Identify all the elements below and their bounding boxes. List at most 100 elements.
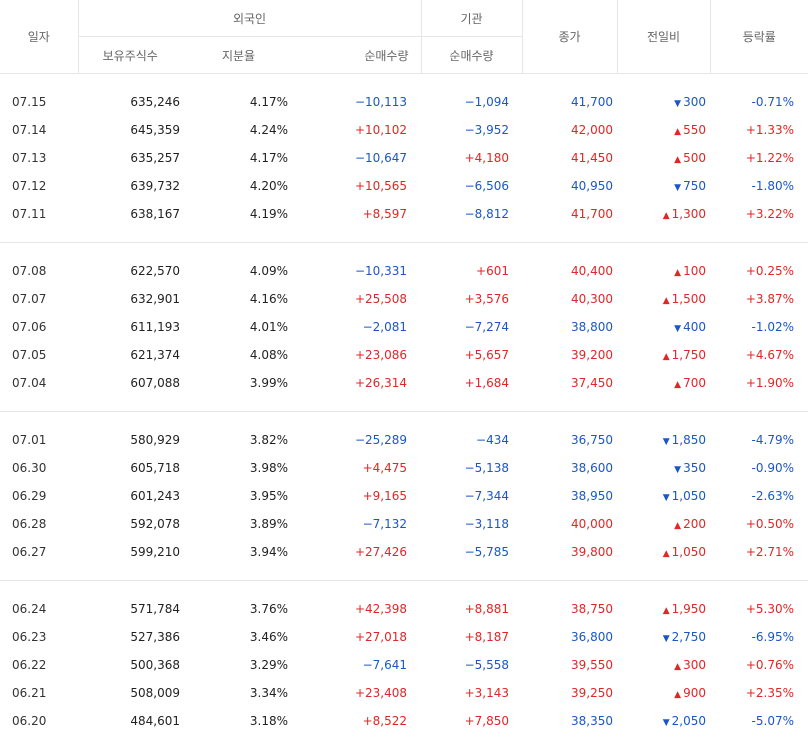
rate-cell: +2.71% — [745, 545, 794, 559]
group-spacer — [0, 228, 808, 243]
rate-cell: -1.02% — [751, 320, 794, 334]
ratio-cell: 3.98% — [249, 461, 288, 475]
holdings-cell: 639,732 — [130, 179, 180, 193]
group-spacer — [0, 397, 808, 412]
change-cell: ▼ 400 — [617, 313, 710, 341]
triangle-up-icon: ▲ — [662, 352, 670, 362]
close-cell: 41,700 — [571, 95, 613, 109]
change-cell: ▼ 1,850 — [617, 426, 710, 454]
table-row: 06.22 500,368 3.29% −7,641 −5,558 39,550 ▲ 300 +… — [0, 651, 808, 679]
triangle-down-icon: ▼ — [674, 99, 682, 109]
inst-net-cell: +4,180 — [464, 151, 509, 165]
close-cell: 41,700 — [571, 207, 613, 221]
table-row: 06.24 571,784 3.76% +42,398 +8,881 38,750 ▲ 1,9… — [0, 595, 808, 623]
change-value: 1,950 — [671, 602, 706, 616]
rate-cell: +1.22% — [745, 151, 794, 165]
change-cell: ▲ 100 — [617, 257, 710, 285]
close-cell: 38,950 — [571, 489, 613, 503]
date-cell: 07.06 — [12, 320, 47, 334]
close-cell: 40,000 — [571, 517, 613, 531]
inst-net-cell: −6,506 — [464, 179, 509, 193]
change-value: 200 — [683, 517, 706, 531]
triangle-down-icon: ▼ — [662, 437, 670, 447]
ratio-cell: 3.82% — [249, 433, 288, 447]
date-cell: 07.14 — [12, 123, 47, 137]
date-cell: 07.05 — [12, 348, 47, 362]
date-cell: 07.11 — [12, 207, 47, 221]
rate-cell: -6.95% — [751, 630, 794, 644]
ratio-cell: 3.76% — [249, 602, 288, 616]
ratio-cell: 4.24% — [249, 123, 288, 137]
triangle-up-icon: ▲ — [674, 127, 682, 137]
foreign-net-cell: +25,508 — [354, 292, 407, 306]
inst-net-cell: −5,138 — [464, 461, 509, 475]
change-cell: ▼ 2,750 — [617, 623, 710, 651]
close-cell: 42,000 — [571, 123, 613, 137]
close-cell: 39,250 — [571, 686, 613, 700]
inst-net-cell: −3,952 — [464, 123, 509, 137]
triangle-up-icon: ▲ — [674, 521, 682, 531]
triangle-down-icon: ▼ — [662, 718, 670, 728]
date-cell: 07.07 — [12, 292, 47, 306]
ratio-cell: 4.17% — [249, 151, 288, 165]
header-rate: 등락률 — [709, 0, 808, 74]
close-cell: 41,450 — [571, 151, 613, 165]
header-close: 종가 — [521, 0, 617, 74]
triangle-down-icon: ▼ — [674, 465, 682, 475]
triangle-up-icon: ▲ — [674, 690, 682, 700]
foreign-net-cell: +4,475 — [362, 461, 407, 475]
inst-net-cell: +8,881 — [464, 602, 509, 616]
close-cell: 38,750 — [571, 602, 613, 616]
ratio-cell: 3.89% — [249, 517, 288, 531]
inst-net-cell: +1,684 — [464, 376, 509, 390]
inst-net-cell: −1,094 — [464, 95, 509, 109]
rate-cell: +5.30% — [745, 602, 794, 616]
holdings-cell: 571,784 — [130, 602, 180, 616]
foreign-net-cell: −10,331 — [354, 264, 407, 278]
holdings-cell: 605,718 — [130, 461, 180, 475]
rate-cell: +0.25% — [745, 264, 794, 278]
date-cell: 07.01 — [12, 433, 47, 447]
ratio-cell: 3.46% — [249, 630, 288, 644]
rate-cell: +1.90% — [745, 376, 794, 390]
triangle-up-icon: ▲ — [674, 155, 682, 165]
table-row: 07.13 635,257 4.17% −10,647 +4,180 41,450 ▲ 500… — [0, 144, 808, 172]
triangle-up-icon: ▲ — [662, 296, 670, 306]
inst-net-cell: +601 — [476, 264, 509, 278]
triangle-down-icon: ▼ — [662, 493, 670, 503]
foreign-net-cell: −25,289 — [354, 433, 407, 447]
change-value: 500 — [683, 151, 706, 165]
date-cell: 06.29 — [12, 489, 47, 503]
holdings-cell: 638,167 — [130, 207, 180, 221]
inst-net-cell: −3,118 — [464, 517, 509, 531]
date-cell: 07.13 — [12, 151, 47, 165]
change-cell: ▲ 550 — [617, 116, 710, 144]
foreign-net-cell: +27,426 — [354, 545, 407, 559]
close-cell: 36,800 — [571, 630, 613, 644]
change-value: 700 — [683, 376, 706, 390]
header-change: 전일비 — [616, 0, 710, 74]
table-row: 07.06 611,193 4.01% −2,081 −7,274 38,800 ▼ 400 -… — [0, 313, 808, 341]
date-cell: 06.28 — [12, 517, 47, 531]
triangle-up-icon: ▲ — [674, 268, 682, 278]
change-value: 300 — [683, 658, 706, 672]
change-value: 1,050 — [671, 489, 706, 503]
close-cell: 38,600 — [571, 461, 613, 475]
change-cell: ▲ 300 — [617, 651, 710, 679]
ratio-cell: 4.17% — [249, 95, 288, 109]
date-cell: 07.04 — [12, 376, 47, 390]
rate-cell: -2.63% — [751, 489, 794, 503]
date-cell: 06.27 — [12, 545, 47, 559]
close-cell: 36,750 — [571, 433, 613, 447]
inst-net-cell: +3,576 — [464, 292, 509, 306]
date-cell: 07.15 — [12, 95, 47, 109]
ratio-cell: 4.09% — [249, 264, 288, 278]
date-cell: 06.24 — [12, 602, 47, 616]
triangle-down-icon: ▼ — [674, 324, 682, 334]
date-cell: 07.12 — [12, 179, 47, 193]
holdings-cell: 635,246 — [130, 95, 180, 109]
change-cell: ▲ 1,500 — [617, 285, 710, 313]
date-cell: 06.23 — [12, 630, 47, 644]
inst-net-cell: −5,785 — [464, 545, 509, 559]
change-cell: ▲ 900 — [617, 679, 710, 707]
